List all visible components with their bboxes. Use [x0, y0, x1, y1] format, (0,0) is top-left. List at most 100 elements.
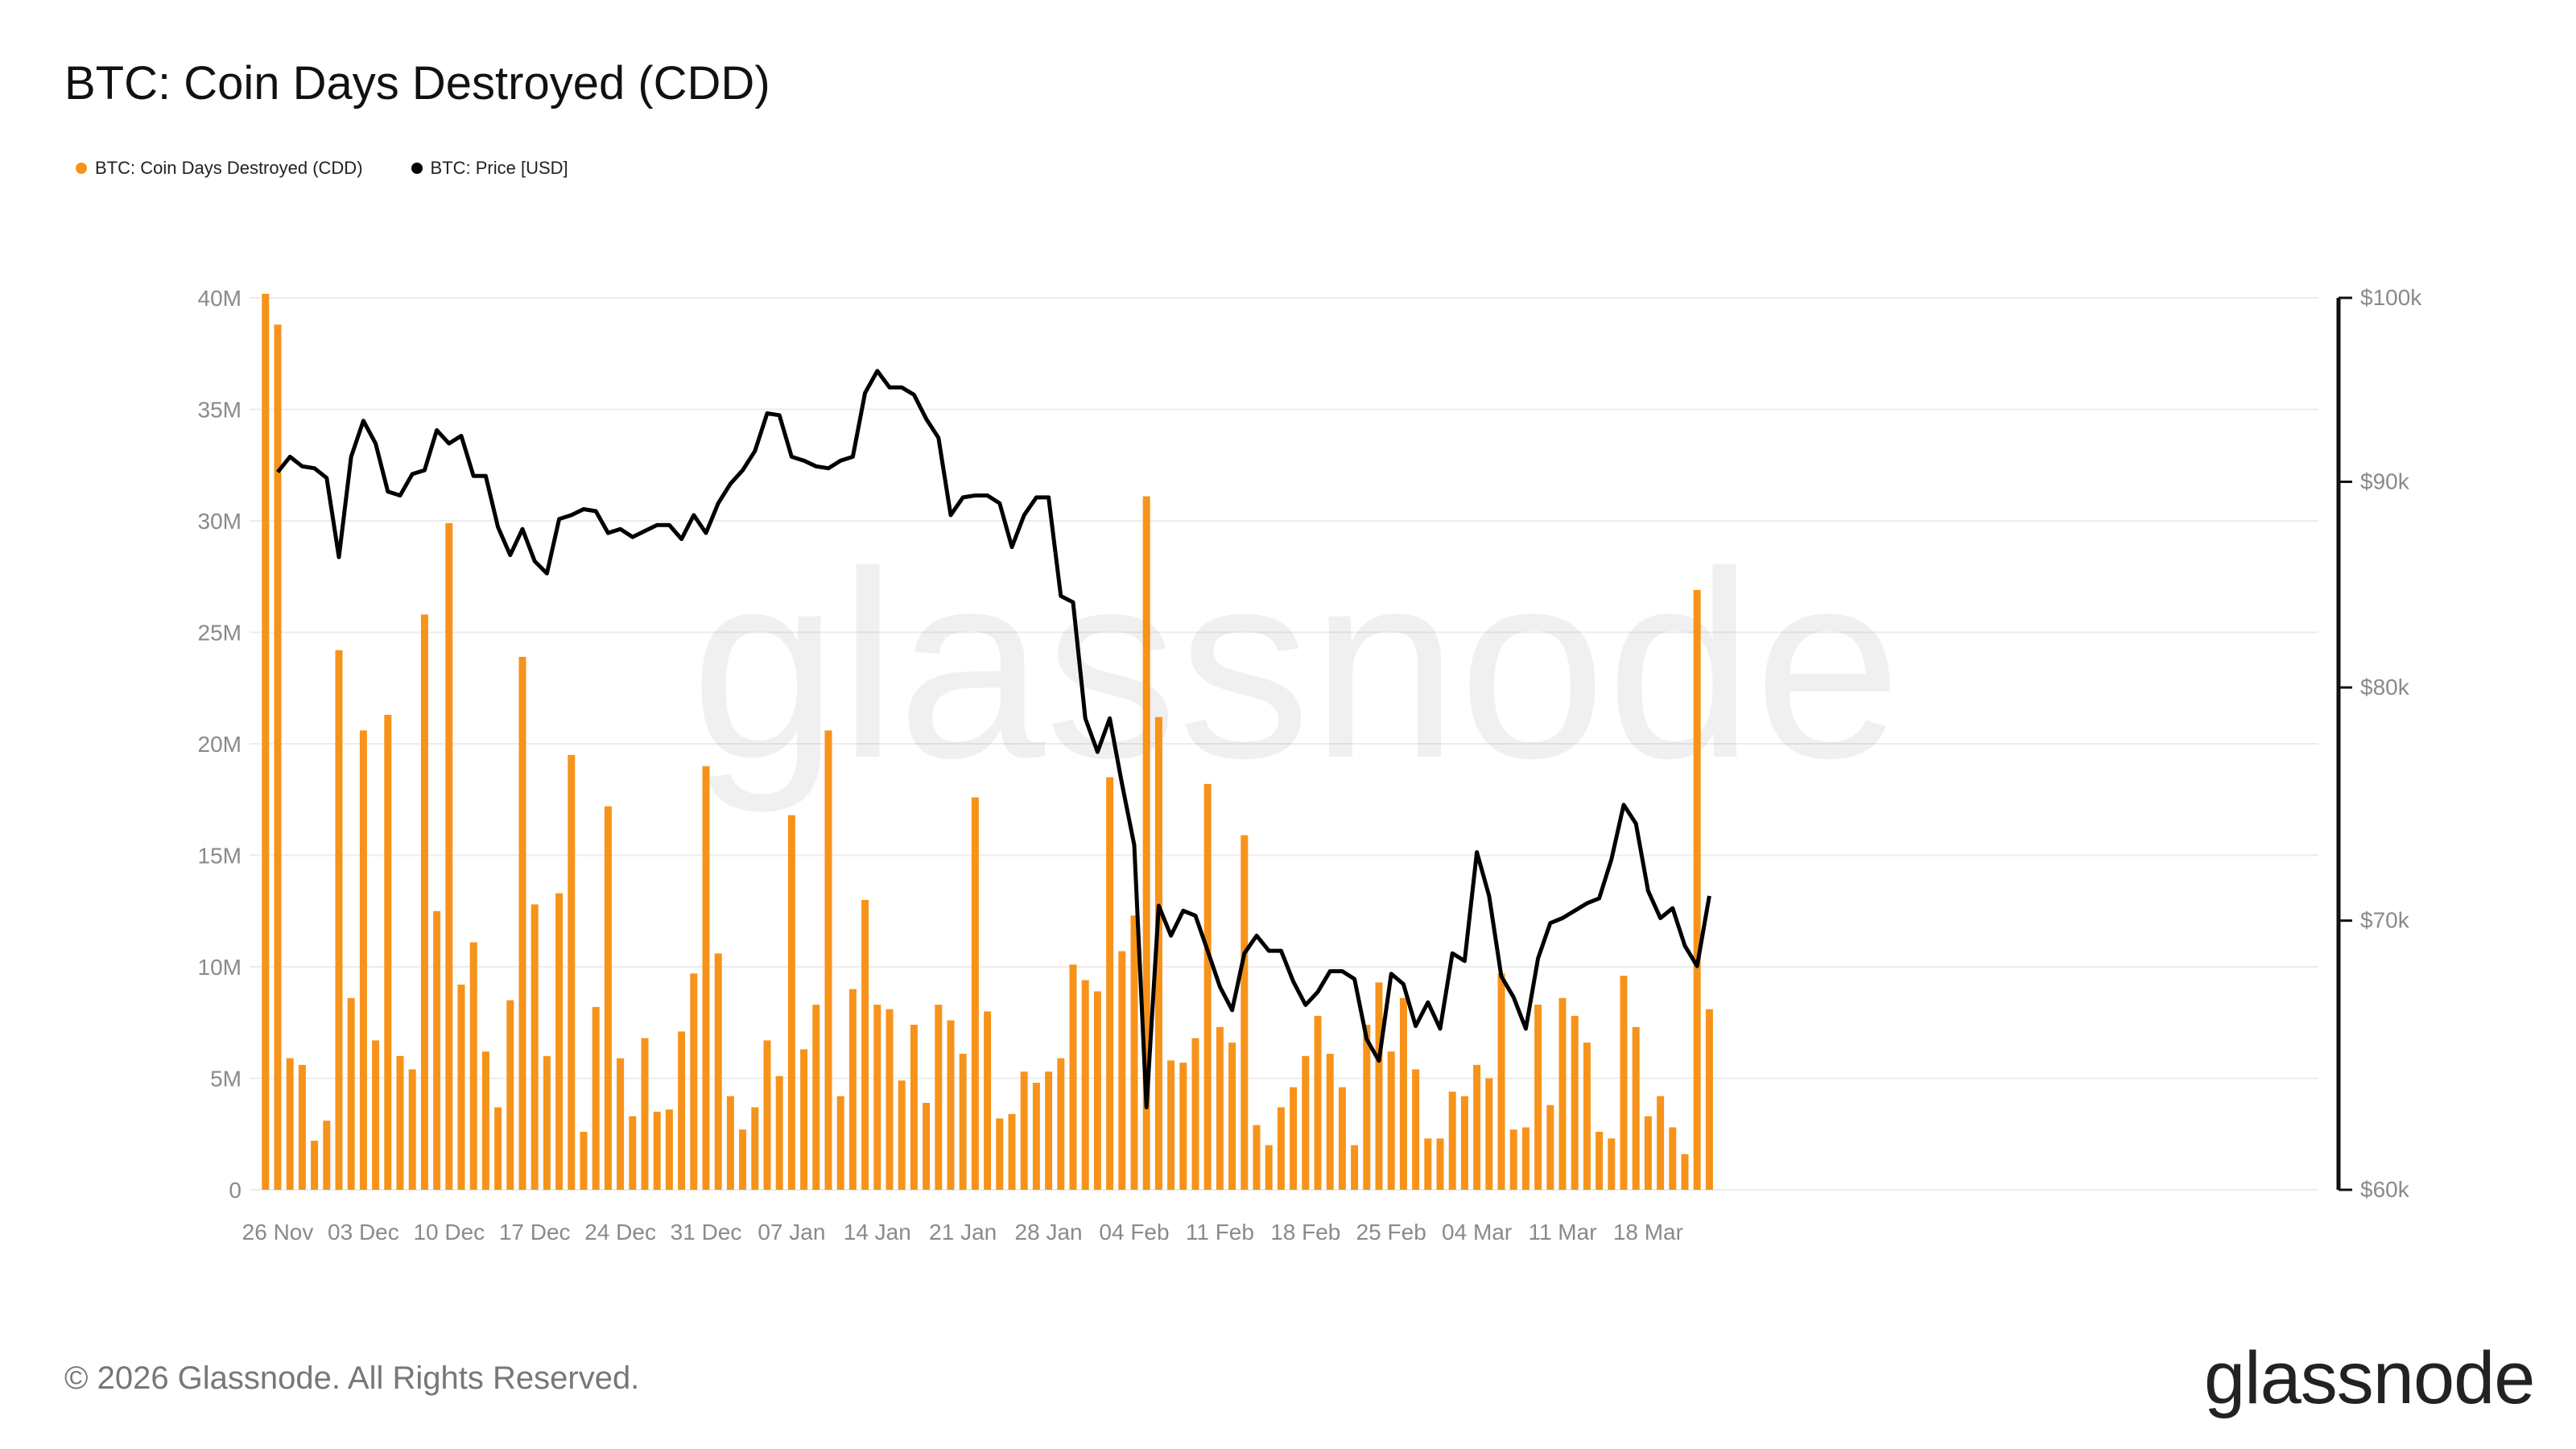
- watermark: glassnode: [691, 516, 1902, 815]
- cdd-bar: [1057, 1058, 1065, 1190]
- cdd-bar: [1179, 1063, 1187, 1190]
- legend-cdd-label: BTC: Coin Days Destroyed (CDD): [95, 158, 363, 178]
- cdd-bar: [1632, 1026, 1640, 1190]
- cdd-bar: [1460, 1096, 1468, 1190]
- cdd-bar: [1412, 1069, 1420, 1190]
- cdd-bar: [1191, 1038, 1199, 1190]
- cdd-bar: [836, 1096, 844, 1190]
- cdd-bar: [1681, 1154, 1689, 1190]
- cdd-bar: [420, 614, 428, 1190]
- x-tick-label: 31 Dec: [671, 1220, 742, 1245]
- cdd-bar: [665, 1109, 673, 1190]
- cdd-bar: [372, 1040, 380, 1190]
- cdd-bar: [359, 730, 367, 1190]
- cdd-bar: [1657, 1096, 1665, 1190]
- x-tick-label: 25 Feb: [1356, 1220, 1426, 1245]
- left-tick-label: 25M: [198, 621, 242, 646]
- x-tick-label: 28 Jan: [1015, 1220, 1083, 1245]
- x-tick-label: 21 Jan: [929, 1220, 997, 1245]
- cdd-bar: [1045, 1071, 1053, 1190]
- cdd-bar: [1375, 982, 1383, 1190]
- cdd-bar: [494, 1107, 502, 1190]
- x-tick-label: 26 Nov: [242, 1220, 314, 1245]
- cdd-bar: [1521, 1127, 1530, 1190]
- cdd-bar: [1583, 1042, 1591, 1190]
- cdd-bar: [824, 730, 832, 1190]
- cdd-bar: [1277, 1107, 1285, 1190]
- cdd-bar: [787, 815, 795, 1190]
- cdd-bar: [935, 1005, 943, 1190]
- cdd-bar: [1669, 1127, 1677, 1190]
- cdd-bar: [1106, 777, 1114, 1190]
- cdd-bar: [1534, 1005, 1542, 1190]
- cdd-bar: [1596, 1131, 1604, 1190]
- cdd-bar: [775, 1075, 783, 1190]
- cdd-bar: [763, 1040, 771, 1190]
- cdd-bar: [286, 1058, 294, 1190]
- cdd-bar: [1571, 1015, 1579, 1190]
- cdd-bar: [910, 1025, 918, 1190]
- cdd-bar: [1399, 997, 1407, 1190]
- cdd-bar: [1069, 964, 1077, 1190]
- cdd-bar: [1608, 1138, 1616, 1190]
- cdd-bar: [384, 714, 392, 1190]
- left-tick-label: 30M: [198, 509, 242, 534]
- cdd-bar: [1154, 716, 1162, 1190]
- cdd-bar: [311, 1141, 319, 1190]
- cdd-bar: [408, 1069, 416, 1190]
- cdd-bar: [1387, 1051, 1395, 1190]
- cdd-bar: [580, 1131, 588, 1190]
- cdd-bar: [690, 973, 698, 1190]
- cdd-bar: [518, 656, 526, 1190]
- legend-item-price[interactable]: BTC: Price [USD]: [411, 158, 568, 179]
- cdd-bar: [396, 1055, 404, 1190]
- legend-price-label: BTC: Price [USD]: [430, 158, 568, 178]
- cdd-bar: [898, 1080, 906, 1190]
- left-tick-label: 35M: [198, 398, 242, 423]
- cdd-bar: [1448, 1092, 1456, 1190]
- cdd-bar: [1130, 915, 1138, 1190]
- cdd-bar: [1167, 1060, 1175, 1190]
- x-tick-label: 07 Jan: [758, 1220, 825, 1245]
- cdd-bar: [469, 942, 477, 1190]
- legend: BTC: Coin Days Destroyed (CDD) BTC: Pric…: [76, 158, 568, 179]
- right-tick-label: $60k: [2360, 1177, 2410, 1202]
- cdd-bar: [481, 1051, 489, 1190]
- cdd-bar: [984, 1011, 992, 1190]
- cdd-bar: [1290, 1087, 1298, 1190]
- cdd-bar: [739, 1129, 747, 1190]
- cdd-bar: [1363, 1025, 1371, 1190]
- left-tick-label: 20M: [198, 732, 242, 757]
- cdd-bar: [959, 1054, 967, 1190]
- cdd-bar: [1620, 976, 1628, 1190]
- cdd-bar: [1228, 1042, 1236, 1190]
- cdd-bar: [530, 904, 539, 1190]
- right-tick-label: $90k: [2360, 469, 2410, 494]
- cdd-bar: [653, 1112, 661, 1190]
- cdd-bar: [848, 989, 857, 1190]
- cdd-bar: [800, 1049, 808, 1190]
- cdd-bar: [323, 1121, 331, 1190]
- cdd-bar: [1008, 1113, 1016, 1190]
- cdd-bar: [604, 806, 612, 1190]
- cdd-bar: [555, 893, 564, 1190]
- cdd-bar: [457, 985, 465, 1190]
- cdd-bar: [1705, 1009, 1713, 1190]
- cdd-bar: [433, 910, 441, 1190]
- cdd-bar: [1265, 1145, 1273, 1190]
- x-tick-label: 04 Mar: [1442, 1220, 1512, 1245]
- cdd-bar: [702, 766, 710, 1190]
- right-axis-ticks: $60k $70k $80k $90k $100k: [2339, 285, 2422, 1202]
- cdd-bar: [1326, 1054, 1334, 1190]
- cdd-bar: [298, 1064, 306, 1190]
- legend-item-cdd[interactable]: BTC: Coin Days Destroyed (CDD): [76, 158, 363, 179]
- left-tick-label: 10M: [198, 955, 242, 980]
- cdd-bar: [445, 522, 453, 1190]
- cdd-bar: [335, 650, 343, 1190]
- cdd-bar: [873, 1005, 881, 1190]
- cdd-bar: [1436, 1138, 1444, 1190]
- cdd-bar: [1241, 835, 1249, 1190]
- cdd-bar: [1473, 1064, 1481, 1190]
- cdd-bar: [1118, 951, 1126, 1190]
- cdd-bar: [506, 1000, 514, 1190]
